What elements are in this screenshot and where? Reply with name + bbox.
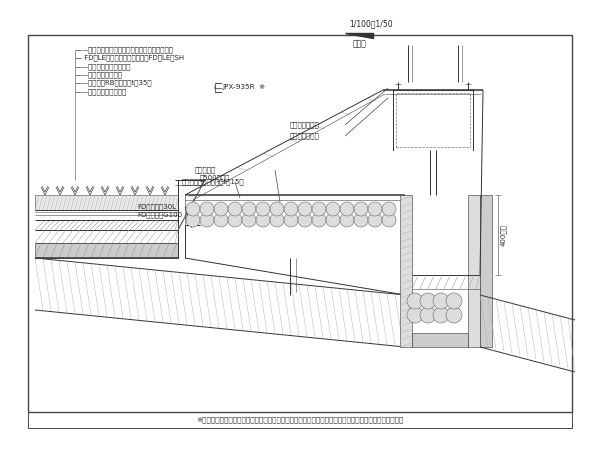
Bar <box>400 195 412 347</box>
Circle shape <box>270 213 284 227</box>
Bar <box>35 195 178 210</box>
Circle shape <box>298 202 312 216</box>
Text: 砂利敏き等: 砂利敏き等 <box>195 166 216 173</box>
Text: —断熱材：RBボード（t＝35）: —断熱材：RBボード（t＝35） <box>82 80 152 86</box>
Circle shape <box>340 213 354 227</box>
Circle shape <box>242 202 256 216</box>
Circle shape <box>420 307 436 323</box>
Bar <box>28 35 572 412</box>
Text: 400以上: 400以上 <box>500 224 506 246</box>
Circle shape <box>340 202 354 216</box>
Bar <box>468 195 480 347</box>
Circle shape <box>186 213 200 227</box>
Text: ※防水仕様については、東西アスファルト事業協議組合「アスファルト防水仕様書」をご参照ください。: ※防水仕様については、東西アスファルト事業協議組合「アスファルト防水仕様書」をご… <box>196 417 404 423</box>
Bar <box>396 93 470 147</box>
Bar <box>28 412 572 428</box>
Circle shape <box>312 202 326 216</box>
Circle shape <box>298 213 312 227</box>
Text: —濤層・軽量緑化システム（現場植折タイプ）: —濤層・軽量緑化システム（現場植折タイプ） <box>82 47 174 53</box>
Circle shape <box>326 213 340 227</box>
Text: アルミアングル: アルミアングル <box>290 133 320 140</box>
Circle shape <box>368 202 382 216</box>
Circle shape <box>200 213 214 227</box>
Text: JPX-935R  ※: JPX-935R ※ <box>222 85 265 90</box>
Bar <box>412 333 468 347</box>
Circle shape <box>256 202 270 216</box>
Text: （500程度）: （500程度） <box>200 175 230 181</box>
Circle shape <box>200 202 214 216</box>
Circle shape <box>214 202 228 216</box>
Circle shape <box>186 202 200 216</box>
Circle shape <box>407 293 423 309</box>
Circle shape <box>407 307 423 323</box>
Text: —押えコンクリート: —押えコンクリート <box>82 72 123 78</box>
Text: —アスファルト防水層: —アスファルト防水層 <box>82 89 127 95</box>
Circle shape <box>326 202 340 216</box>
Bar <box>35 243 178 258</box>
Circle shape <box>382 213 396 227</box>
Text: FD－LEセダム＋ネット仕様：FD－LE・SH: FD－LEセダム＋ネット仕様：FD－LE・SH <box>82 55 184 61</box>
Circle shape <box>446 293 462 309</box>
Text: —耗墙層：エコムガード: —耗墙層：エコムガード <box>82 64 131 70</box>
Circle shape <box>256 213 270 227</box>
Circle shape <box>354 202 368 216</box>
Circle shape <box>433 293 449 309</box>
Circle shape <box>228 202 242 216</box>
Polygon shape <box>345 33 373 38</box>
Text: FDウォールG100: FDウォールG100 <box>137 212 182 218</box>
Text: 水勧配: 水勧配 <box>353 39 367 48</box>
Circle shape <box>242 213 256 227</box>
Circle shape <box>354 213 368 227</box>
Circle shape <box>420 293 436 309</box>
Circle shape <box>446 307 462 323</box>
Text: 1/100～1/50: 1/100～1/50 <box>349 19 392 28</box>
Circle shape <box>214 213 228 227</box>
Bar <box>480 195 492 347</box>
Circle shape <box>433 307 449 323</box>
Circle shape <box>284 213 298 227</box>
Text: 強力ガムシール: 強力ガムシール <box>290 122 320 128</box>
Circle shape <box>228 213 242 227</box>
Circle shape <box>270 202 284 216</box>
Circle shape <box>368 213 382 227</box>
Text: 押出成形セメント板（t＝15）: 押出成形セメント板（t＝15） <box>182 179 245 185</box>
Text: FDアングル30L: FDアングル30L <box>137 204 176 210</box>
Circle shape <box>284 202 298 216</box>
Circle shape <box>382 202 396 216</box>
Circle shape <box>312 213 326 227</box>
